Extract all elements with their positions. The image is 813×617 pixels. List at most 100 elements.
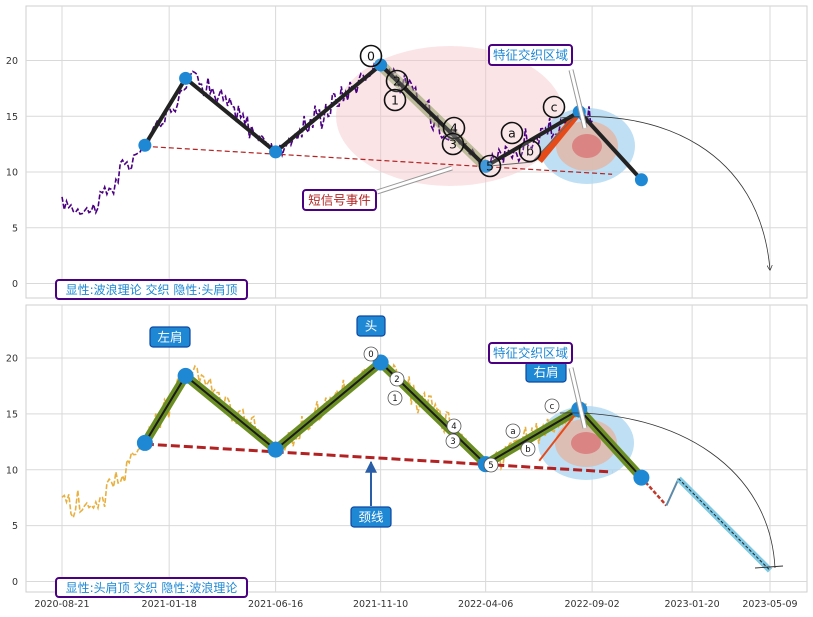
top-pivot-marker [634, 173, 648, 187]
bottom-left-shoulder-label-box [149, 326, 191, 348]
top-sub-label-ring [383, 88, 407, 112]
top-sub-label-ring [442, 116, 466, 140]
bottom-feature-zone-label: 特征交织区域 [488, 342, 573, 364]
top-pivot-marker [269, 145, 283, 159]
top-pivot-marker [138, 138, 152, 152]
top-caption-box [55, 279, 248, 300]
top-feature-zone-label-box [488, 44, 573, 66]
bottom-head-label-text: 头 [365, 319, 378, 334]
top-signal-arrow-core [376, 166, 453, 194]
bottom-sub-label-text: c [550, 402, 555, 412]
top-sub-label-ring [518, 139, 542, 163]
top-sub-label-text: c [551, 100, 558, 115]
top-sub-label-text: 0 [367, 49, 375, 64]
bottom-caption: 显性:头肩顶 交织 隐性:波浪理论 [55, 577, 248, 598]
bottom-target-tick [754, 565, 784, 569]
bottom-right-shoulder-label: 右肩 [525, 361, 567, 383]
y-tick-label: 15 [6, 112, 18, 123]
bottom-caption-text: 显性:头肩顶 交织 隐性:波浪理论 [66, 580, 238, 595]
top-sub-label-text: 1 [391, 93, 399, 108]
top-sub-label-text: 5 [486, 159, 494, 174]
bottom-feature-zone-label-text: 特征交织区域 [493, 346, 568, 361]
bottom-sub-label-text: 3 [450, 437, 455, 447]
bottom-sub-label-ring [446, 418, 462, 434]
bottom-sub-labels: 0 2 1 4 3 5 a c b [363, 346, 784, 569]
bottom-abc-line [538, 408, 581, 462]
top-pivot-marker [179, 71, 193, 85]
x-tick-label: 2021-11-10 [353, 599, 408, 610]
x-tick-label: 2021-06-16 [248, 599, 303, 610]
y-tick-label: 10 [6, 168, 18, 179]
bottom-sub-label-text: 4 [451, 422, 456, 432]
bottom-left-shoulder-label: 左肩 [149, 326, 191, 348]
bottom-feature-zone-label-box [488, 342, 573, 364]
bottom-sub-label-text: a [510, 427, 515, 437]
top-sub-label-ring [500, 121, 524, 145]
bottom-sub-label-ring [389, 371, 405, 387]
top-pivot-marker [479, 159, 493, 173]
top-feature-zone-label: 特征交织区域 [488, 44, 573, 66]
x-tick-label: 2022-04-06 [458, 599, 513, 610]
bottom-right-shoulder-label-text: 右肩 [533, 365, 558, 380]
x-tick-label: 2020-08-21 [34, 599, 89, 610]
bottom-neckline-label-text: 颈线 [358, 510, 384, 525]
top-sub-labels: 0 2 1 43 5 a c b [359, 44, 771, 271]
bottom-grid [26, 305, 807, 592]
bottom-sub-label-ring [387, 390, 403, 406]
bottom-y-tick-labels: 0 5 10 15 20 [6, 354, 18, 589]
top-sub-label-text: b [526, 144, 534, 159]
top-feature-zone-label-text: 特征交织区域 [493, 48, 568, 63]
bottom-left-shoulder-label-text: 左肩 [157, 330, 182, 345]
bottom-feature-arrow-core [569, 367, 587, 429]
bottom-projection-target-line [678, 478, 771, 571]
y-tick-label: 15 [6, 409, 18, 420]
top-y-tick-labels: 0 5 10 15 20 [6, 56, 18, 290]
bottom-pivot-marker [177, 367, 194, 384]
x-tick-label: 2021-01-18 [142, 599, 197, 610]
top-plot-area [25, 5, 808, 299]
top-short-signal-label: 短信号事件 [302, 189, 377, 211]
bottom-projection-arc [559, 412, 776, 569]
top-sub-label-ring [478, 154, 502, 178]
bottom-head-label: 头 [356, 315, 386, 337]
x-tick-label: 2022-09-02 [564, 599, 619, 610]
top-feature-arrow-core [569, 69, 587, 129]
feature-zone-core [572, 134, 602, 158]
bottom-head-label-box [356, 315, 386, 337]
top-abc-highlight [536, 109, 582, 164]
bottom-sub-label-text: 1 [392, 394, 397, 404]
x-tick-labels: 2020-08-21 2021-01-18 2021-06-16 2021-11-10… [34, 599, 797, 610]
bottom-pivot-marker [267, 441, 284, 458]
bottom-sub-label-text: b [525, 445, 530, 455]
bottom-projection-bounce [665, 478, 680, 506]
bottom-plot-area [25, 304, 808, 593]
bottom-sub-label-ring [445, 433, 461, 449]
bottom-pivot-marker [633, 469, 650, 486]
top-caption-text: 显性:波浪理论 交织 隐性:头肩顶 [66, 282, 238, 297]
top-sub-label-text: 2 [393, 74, 401, 89]
bottom-sub-label-text: 0 [368, 350, 373, 360]
y-tick-label: 0 [12, 279, 18, 290]
top-sub-label-ring [441, 132, 465, 156]
top-neckline [144, 145, 613, 175]
top-pivot-marker [374, 58, 388, 72]
top-sub-label-text: 3 [449, 137, 457, 152]
top-sub-label-ring [385, 69, 409, 93]
top-sub-label-text: 4 [450, 121, 458, 136]
bottom-sub-label-ring [363, 346, 379, 362]
bottom-pivot-marker [136, 434, 153, 451]
top-caption: 显性:波浪理论 交织 隐性:头肩顶 [55, 279, 248, 300]
top-short-signal-label-box [302, 189, 377, 211]
top-sub-label-text: a [508, 126, 516, 141]
y-tick-label: 10 [6, 465, 18, 476]
bottom-sub-label-ring [483, 457, 499, 473]
bottom-neckline-label: 颈线 [350, 506, 392, 528]
top-sub-label-ring [359, 44, 383, 68]
bottom-sub-label-ring [505, 423, 521, 439]
x-tick-label: 2023-01-20 [665, 599, 720, 610]
y-tick-label: 20 [6, 354, 18, 365]
